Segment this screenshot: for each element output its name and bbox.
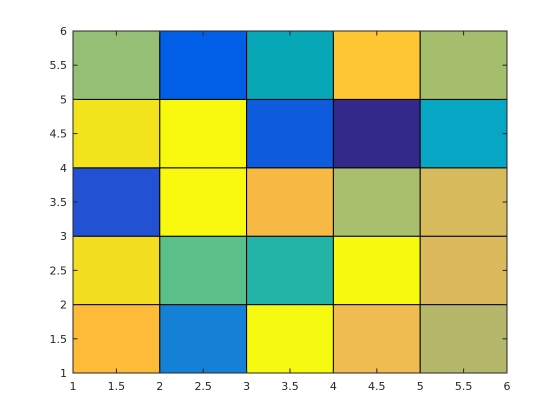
heatmap-cell-r3-c3	[246, 167, 334, 237]
heatmap-cell-r1-c2	[159, 304, 248, 374]
heatmap-cell-r3-c5	[419, 167, 508, 237]
heatmap-cell-r4-c2	[159, 98, 248, 169]
y-tick-label: 4	[60, 162, 67, 175]
x-tick-label: 2.5	[194, 380, 212, 393]
y-axis-tick-labels: 1 1.5 2 2.5 3 3.5 4 4.5 5 5.5 6	[50, 25, 68, 380]
y-tick-label: 1.5	[50, 333, 68, 346]
heatmap-cell-r4-c5	[419, 98, 508, 169]
y-tick-label: 3	[60, 230, 67, 243]
heatmap-cell-r2-c1	[72, 235, 161, 306]
heatmap-cell-r5-c5	[419, 30, 508, 100]
heatmap-cell-r3-c1	[72, 167, 161, 237]
x-tick-label: 4.5	[368, 380, 386, 393]
y-tick-label: 5.5	[50, 59, 68, 72]
y-tick-label: 4.5	[50, 128, 68, 141]
x-tick-label: 5	[417, 380, 424, 393]
heatmap-cell-r5-c2	[159, 30, 248, 100]
y-tick-label: 1	[60, 367, 67, 380]
heatmap-cell-r5-c3	[246, 30, 334, 100]
heatmap-cell-r1-c4	[332, 304, 421, 374]
heatmap-cell-r3-c4	[332, 167, 421, 237]
x-tick-label: 6	[504, 380, 511, 393]
heatmap-cell-r1-c5	[419, 304, 508, 374]
x-tick-label: 5.5	[455, 380, 473, 393]
heatmap-cell-r4-c4	[332, 98, 421, 169]
x-tick-label: 1.5	[108, 380, 126, 393]
heatmap-cell-r5-c4	[332, 30, 421, 100]
y-tick-label: 2.5	[50, 264, 68, 277]
heatmap-cell-r4-c1	[72, 98, 161, 169]
heatmap-cell-r5-c1	[72, 30, 161, 100]
x-tick-label: 3	[243, 380, 250, 393]
x-tick-label: 1	[70, 380, 77, 393]
axis-ticks	[72, 30, 508, 374]
y-tick-label: 3.5	[50, 196, 68, 209]
y-tick-label: 2	[60, 299, 67, 312]
heatmap-cell-r1-c1	[72, 304, 161, 374]
heatmap-cell-r1-c3	[246, 304, 334, 374]
y-tick-label: 5	[60, 93, 67, 106]
heatmap-cells	[72, 30, 508, 374]
x-tick-label: 2	[156, 380, 163, 393]
x-tick-label: 3.5	[281, 380, 299, 393]
heatmap-cell-r4-c3	[246, 98, 334, 169]
y-tick-label: 6	[60, 25, 67, 38]
heatmap-cell-r3-c2	[159, 167, 248, 237]
heatmap-cell-r2-c2	[159, 235, 248, 306]
x-tick-label: 4	[330, 380, 337, 393]
heatmap-cell-r2-c3	[246, 235, 334, 306]
heatmap-cell-r2-c5	[419, 235, 508, 306]
x-axis-tick-labels: 1 1.5 2 2.5 3 3.5 4 4.5 5 5.5 6	[70, 380, 511, 393]
heatmap-cell-r2-c4	[332, 235, 421, 306]
